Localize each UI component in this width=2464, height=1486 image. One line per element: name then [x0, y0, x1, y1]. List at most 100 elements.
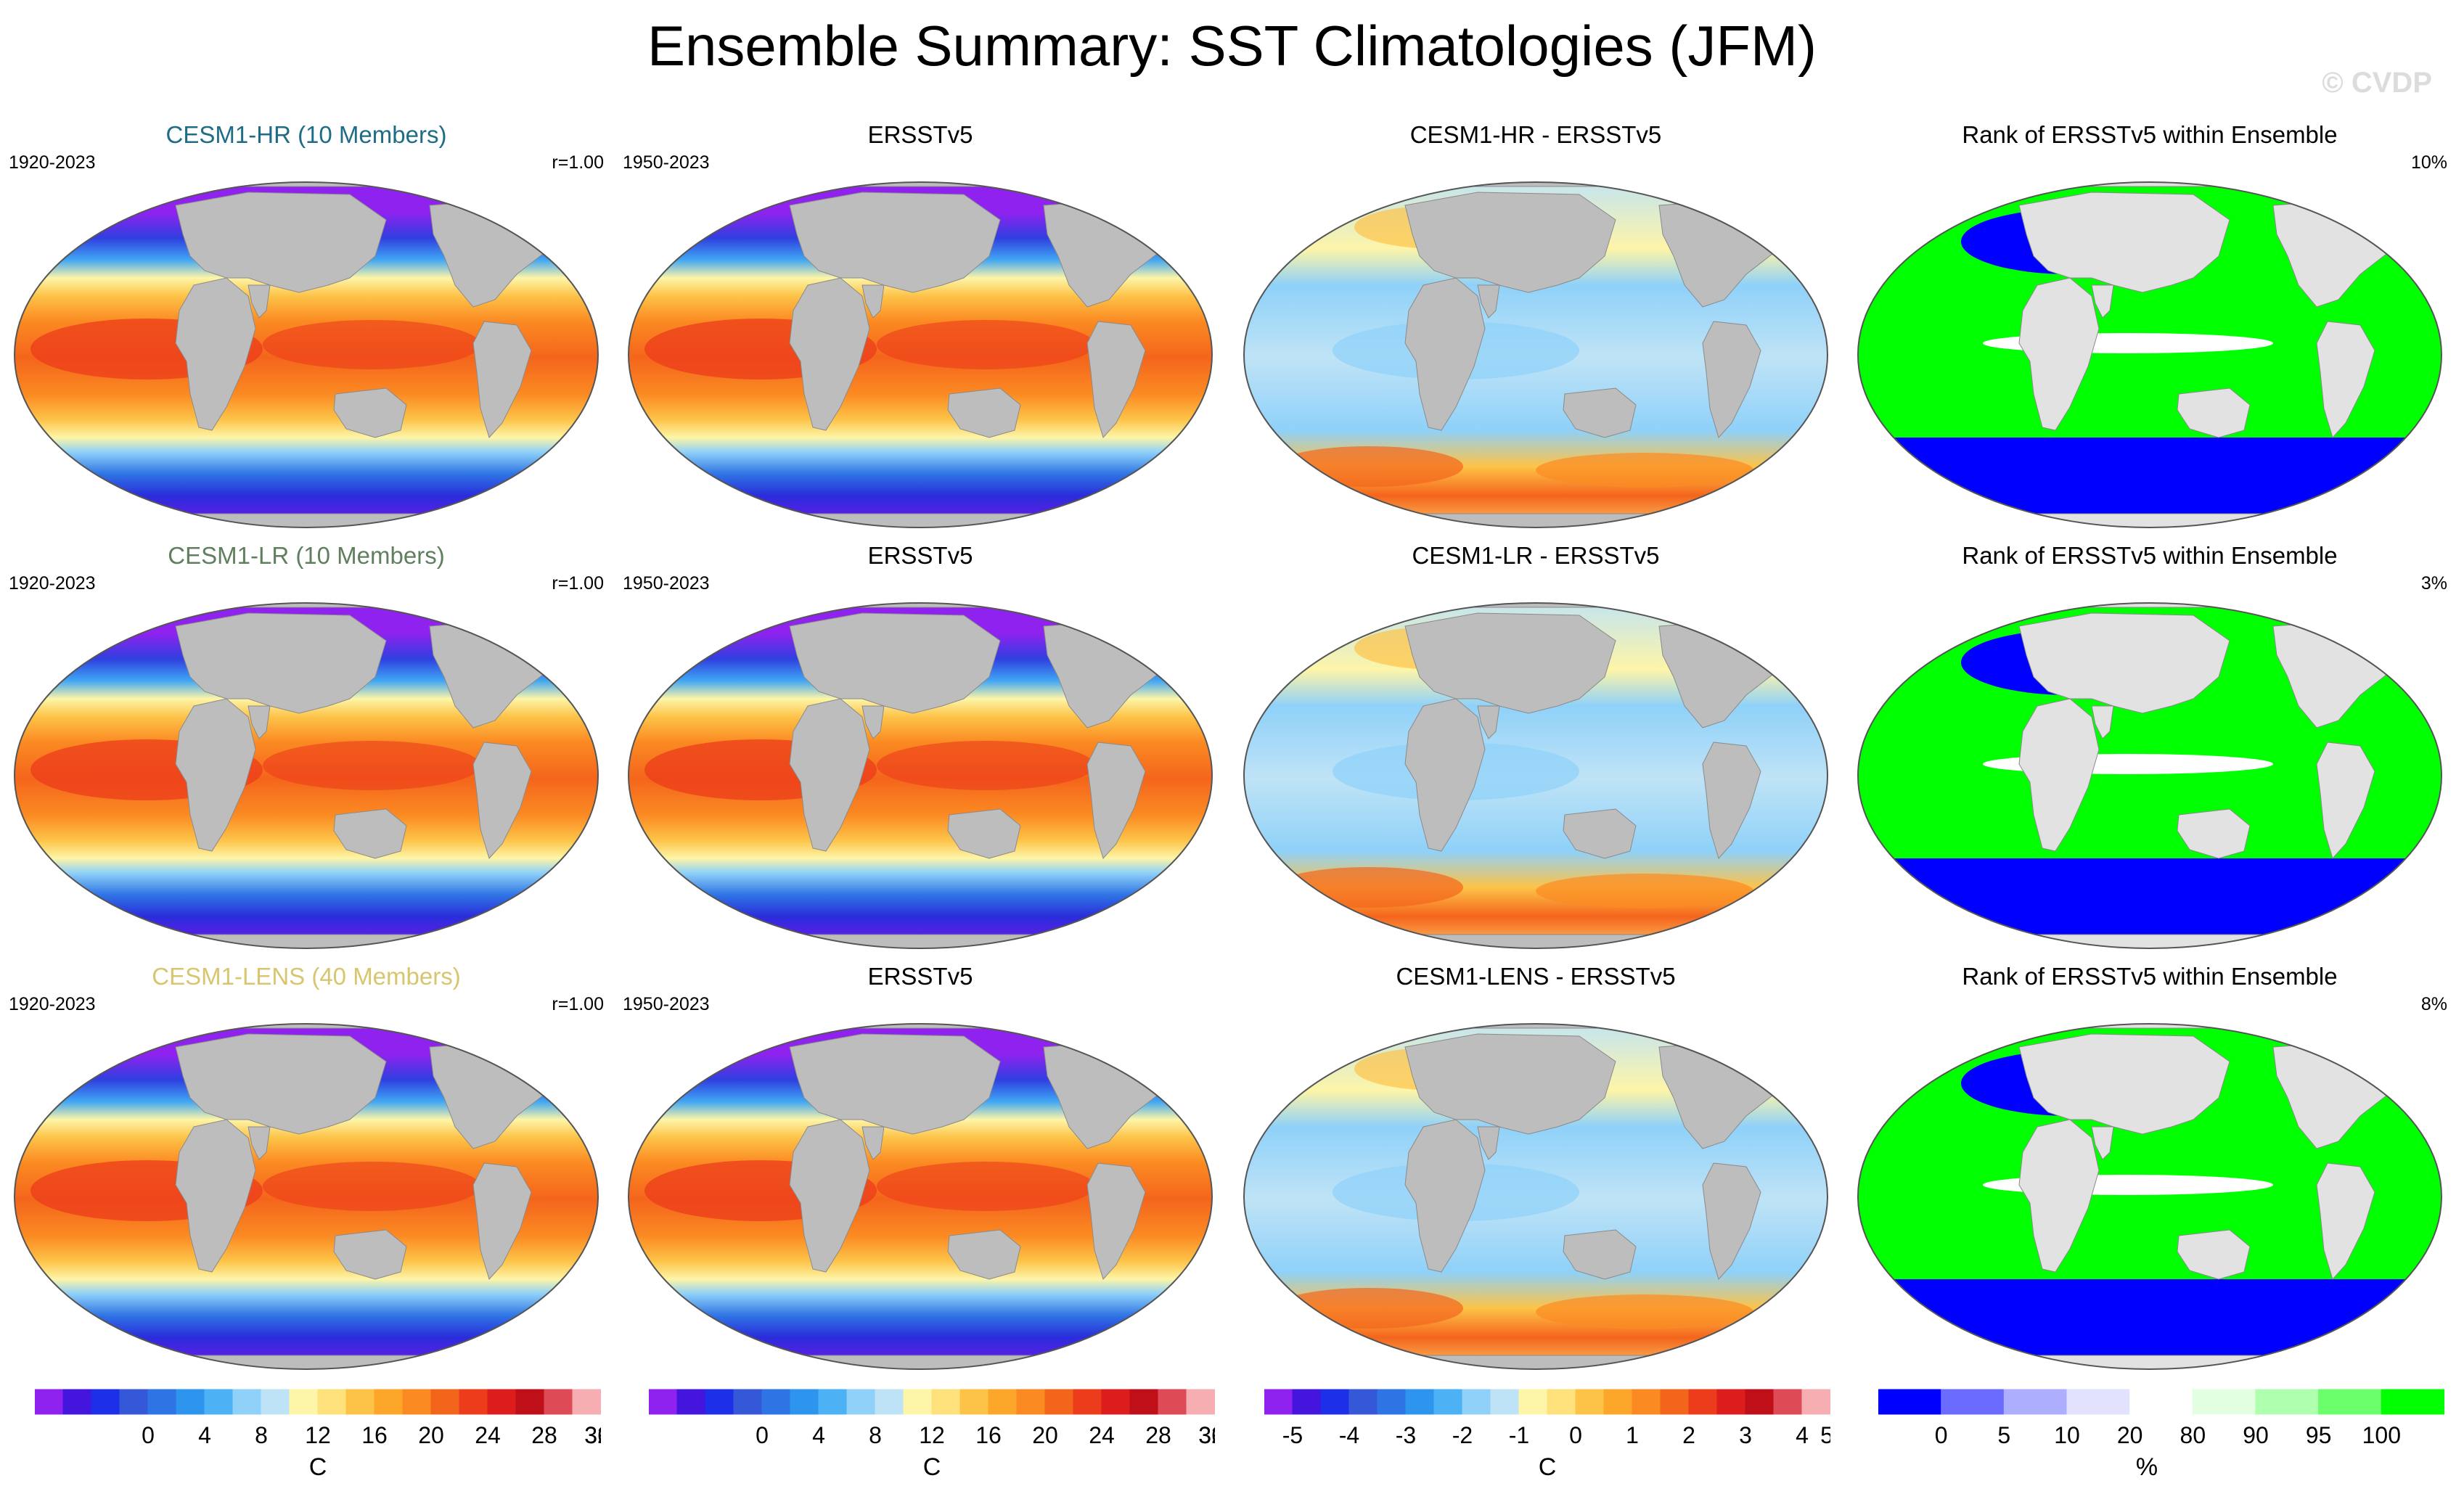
colorbar-swatch	[2192, 1389, 2257, 1415]
land-antarctica	[629, 1355, 1212, 1369]
colorbar-swatch	[1101, 1389, 1131, 1415]
land-india	[861, 1126, 885, 1160]
colorbar-swatch	[345, 1389, 375, 1415]
colorbar-swatch	[459, 1389, 488, 1415]
colorbar-swatch	[232, 1389, 262, 1415]
land-europe-asia	[1404, 1033, 1616, 1135]
land-africa	[789, 698, 870, 852]
warm-pool-pacific	[877, 741, 1094, 790]
rank-low-band-south	[1858, 1279, 2442, 1359]
colorbar-swatch	[1632, 1389, 1661, 1415]
land-south-america	[472, 742, 532, 859]
difference-map	[1243, 1023, 1828, 1370]
map-outline	[1243, 602, 1828, 949]
colorbar-swatch	[1377, 1389, 1407, 1415]
colorbar-graphic: -5 -4 -3 -2 -1 0 1 2 3 4 5 C	[1264, 1389, 1830, 1481]
colorbar-swatch	[374, 1389, 404, 1415]
colorbar-tick-label: 0	[1935, 1422, 1948, 1448]
colorbar-tick-label: 36	[584, 1422, 601, 1448]
colorbar-swatch	[176, 1389, 205, 1415]
colorbar-tick-label: 0	[1569, 1422, 1582, 1448]
colorbar-swatch	[1603, 1389, 1633, 1415]
colorbar-swatch	[1878, 1389, 1942, 1415]
colorbar-swatch	[676, 1389, 706, 1415]
panel-cesm1-lens-climatology: CESM1-LENS (40 Members) 1920-2023 r=1.00	[9, 961, 604, 1382]
colorbar-tick-label: 80	[2180, 1422, 2206, 1448]
period-label: 1950-2023	[623, 573, 710, 594]
colorbar-swatch	[733, 1389, 763, 1415]
panel-title: CESM1-LR - ERSSTv5	[1412, 542, 1660, 569]
colorbar-swatch	[2129, 1389, 2194, 1415]
difference-map	[1243, 602, 1828, 949]
colorbar-swatch	[289, 1389, 319, 1415]
land-antarctica	[15, 513, 598, 528]
rank-map	[1857, 602, 2442, 949]
map-content	[629, 603, 1212, 948]
colorbar-tick-label: 12	[305, 1422, 331, 1448]
colorbar-swatch	[1462, 1389, 1491, 1415]
map-content	[1244, 182, 1827, 528]
land-south-america	[2316, 1162, 2375, 1280]
warm-pool-pacific	[263, 1162, 480, 1211]
land-australia	[333, 387, 407, 438]
colorbar-tick-label: 16	[361, 1422, 388, 1448]
land-south-america	[1086, 321, 1146, 438]
colorbar-tick-label: 8	[255, 1422, 268, 1448]
land-australia	[333, 808, 407, 859]
difference-anomaly-3	[1536, 874, 1753, 908]
land-australia	[2177, 1229, 2251, 1280]
colorbar-graphic: 0 5 10 20 80 90 95 100%	[1878, 1389, 2444, 1481]
map-content	[1858, 182, 2442, 528]
colorbar-swatch	[649, 1389, 678, 1415]
land-europe-asia	[789, 1033, 1001, 1135]
land-south-america	[2316, 321, 2375, 438]
colorbar-tick-label: 4	[198, 1422, 211, 1448]
panel-title: Rank of ERSSTv5 within Ensemble	[1962, 121, 2338, 148]
sst-map	[14, 1023, 599, 1370]
colorbar-swatch	[91, 1389, 120, 1415]
land-africa	[175, 277, 256, 431]
panel-title: ERSSTv5	[867, 121, 973, 148]
warm-pool-pacific	[877, 320, 1094, 369]
land-south-america	[1702, 742, 1761, 859]
colorbar-unit-label: C	[309, 1453, 327, 1481]
colorbar-unit-label: C	[923, 1453, 941, 1481]
land-australia	[1563, 1229, 1637, 1280]
correlation-label: r=1.00	[552, 152, 604, 173]
land-india	[247, 1126, 271, 1160]
land-europe-asia	[2018, 1033, 2230, 1135]
rank-percent-label: 3%	[2420, 573, 2447, 594]
colorbar-swatch	[903, 1389, 933, 1415]
page-title: Ensemble Summary: SST Climatologies (JFM…	[647, 14, 1817, 78]
land-india	[247, 284, 271, 319]
rank-low-band-south	[1858, 858, 2442, 938]
colorbar-swatch	[959, 1389, 989, 1415]
colorbar-swatch	[1320, 1389, 1350, 1415]
warm-pool-pacific	[263, 320, 480, 369]
land-australia	[947, 387, 1021, 438]
colorbar-swatch	[988, 1389, 1018, 1415]
land-antarctica	[1858, 513, 2442, 528]
colorbar-swatch	[204, 1389, 234, 1415]
colorbar-tick-label: 24	[1089, 1422, 1115, 1448]
panel-rank: Rank of ERSSTv5 within Ensemble 8%	[1852, 961, 2447, 1382]
difference-map	[1243, 181, 1828, 528]
colorbar-swatch	[35, 1389, 64, 1415]
colorbar-tick-label: -3	[1396, 1422, 1416, 1448]
map-outline	[628, 1023, 1213, 1370]
period-label: 1950-2023	[623, 152, 710, 173]
land-antarctica	[629, 513, 1212, 528]
map-content	[15, 1024, 598, 1369]
land-south-america	[472, 1162, 532, 1280]
land-australia	[2177, 808, 2251, 859]
colorbar-tick-label: 5	[1997, 1422, 2010, 1448]
colorbar-tick-label: -1	[1509, 1422, 1529, 1448]
colorbar-swatch	[2066, 1389, 2131, 1415]
colorbar-swatch	[2318, 1389, 2383, 1415]
colorbar-tick-label: 16	[975, 1422, 1002, 1448]
land-africa	[789, 277, 870, 431]
sst-map	[628, 602, 1213, 949]
colorbar-tick-label: 95	[2306, 1422, 2332, 1448]
colorbar-swatch	[1716, 1389, 1746, 1415]
land-india	[1477, 1126, 1500, 1160]
